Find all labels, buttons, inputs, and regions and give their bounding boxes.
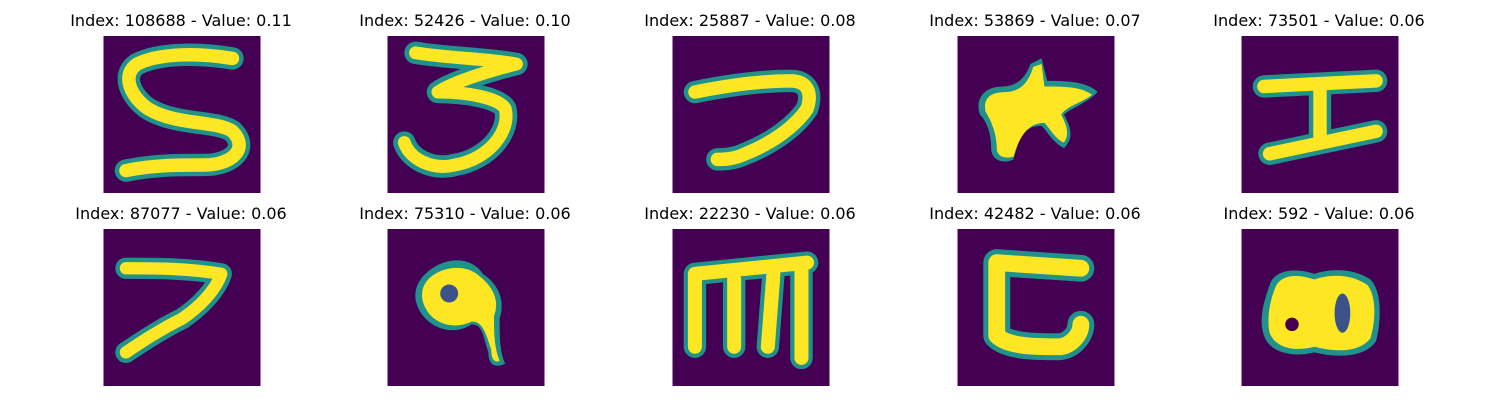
panel-3: Index: 25887 - Value: 0.08: [620, 11, 880, 193]
panel-title: Index: 75310 - Value: 0.06: [359, 204, 571, 223]
panel-image: [103, 229, 261, 386]
panel-title: Index: 53869 - Value: 0.07: [929, 11, 1141, 30]
panel-4: Index: 53869 - Value: 0.07: [905, 11, 1165, 193]
panel-title: Index: 592 - Value: 0.06: [1223, 204, 1415, 223]
panel-1: Index: 108688 - Value: 0.11: [51, 11, 311, 193]
panel-6: Index: 87077 - Value: 0.06: [51, 204, 311, 386]
panel-title: Index: 42482 - Value: 0.06: [929, 204, 1141, 223]
panel-image: [387, 36, 545, 193]
panel-image: [1241, 229, 1399, 386]
panel-title: Index: 52426 - Value: 0.10: [359, 11, 571, 30]
panel-title: Index: 25887 - Value: 0.08: [644, 11, 856, 30]
panel-7: Index: 75310 - Value: 0.06: [335, 204, 595, 386]
panel-8: Index: 22230 - Value: 0.06: [620, 204, 880, 386]
panel-title: Index: 87077 - Value: 0.06: [75, 204, 287, 223]
panel-image: [957, 229, 1115, 386]
panel-title: Index: 108688 - Value: 0.11: [70, 11, 292, 30]
panel-image: [387, 229, 545, 386]
panel-image: [672, 36, 830, 193]
panel-5: Index: 73501 - Value: 0.06: [1189, 11, 1449, 193]
panel-image: [103, 36, 261, 193]
panel-title: Index: 22230 - Value: 0.06: [644, 204, 856, 223]
panel-10: Index: 592 - Value: 0.06: [1189, 204, 1449, 386]
panel-9: Index: 42482 - Value: 0.06: [905, 204, 1165, 386]
panel-image: [672, 229, 830, 386]
panel-image: [1241, 36, 1399, 193]
panel-image: [957, 36, 1115, 193]
panel-2: Index: 52426 - Value: 0.10: [335, 11, 595, 193]
panel-title: Index: 73501 - Value: 0.06: [1213, 11, 1425, 30]
